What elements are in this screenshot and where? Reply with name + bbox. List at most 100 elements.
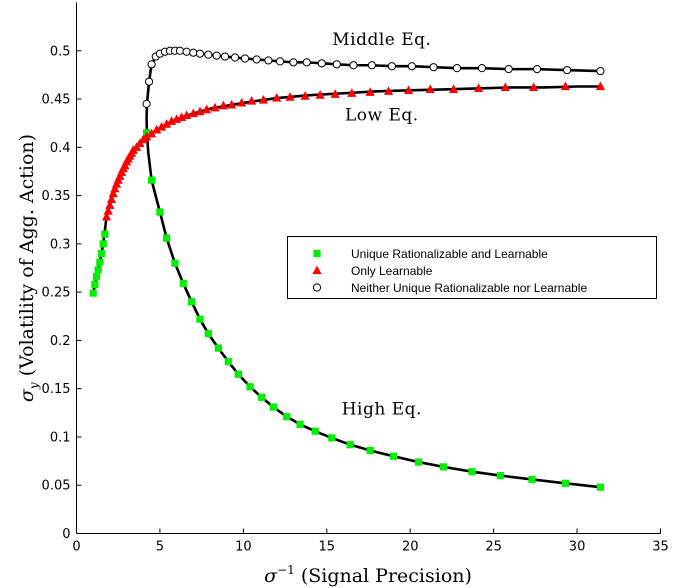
circle-marker bbox=[452, 64, 462, 73]
triangle-marker bbox=[330, 89, 340, 98]
triangle-marker bbox=[105, 200, 115, 209]
circle-marker bbox=[504, 65, 513, 74]
data-markers bbox=[89, 46, 606, 491]
triangle-marker bbox=[285, 92, 295, 101]
circle-marker bbox=[275, 57, 285, 66]
circle-marker bbox=[220, 52, 230, 61]
y-axis-title: σy (Volatility of Agg. Action) bbox=[16, 134, 41, 402]
triangle-marker bbox=[383, 86, 394, 95]
circle-marker bbox=[349, 61, 358, 70]
circle-marker bbox=[429, 63, 438, 72]
triangle-marker bbox=[365, 87, 375, 96]
square-marker bbox=[97, 249, 106, 258]
y-tick-label: 0.25 bbox=[42, 286, 71, 301]
square-marker bbox=[224, 358, 232, 366]
square-marker bbox=[214, 344, 222, 352]
triangle-marker bbox=[300, 91, 310, 100]
triangle-marker bbox=[110, 183, 120, 193]
square-marker bbox=[94, 266, 102, 274]
triangle-marker bbox=[227, 99, 237, 109]
circle-marker bbox=[142, 99, 151, 108]
triangle-marker bbox=[272, 93, 282, 102]
square-marker bbox=[188, 298, 196, 306]
circle-marker bbox=[195, 49, 205, 58]
annotation-label: Middle Eq. bbox=[332, 30, 431, 50]
square-marker bbox=[414, 458, 423, 466]
legend-label: Unique Rationalizable and Learnable bbox=[351, 247, 548, 261]
legend-items: Unique Rationalizable and Learnable Only … bbox=[312, 247, 587, 295]
triangle-marker bbox=[595, 81, 606, 91]
square-marker bbox=[528, 475, 536, 484]
square-marker bbox=[468, 468, 476, 476]
triangle-marker bbox=[106, 194, 117, 204]
circle-marker bbox=[332, 60, 341, 69]
y-tick-label: 0.3 bbox=[50, 237, 71, 252]
triangle-marker bbox=[146, 128, 157, 138]
legend: Unique Rationalizable and Learnable Only … bbox=[287, 236, 657, 299]
circle-marker bbox=[302, 58, 311, 67]
triangle-marker bbox=[108, 188, 118, 198]
x-tick-label: 35 bbox=[652, 540, 669, 555]
square-marker bbox=[89, 289, 97, 297]
x-tick-label: 10 bbox=[235, 540, 252, 555]
triangle-marker bbox=[474, 83, 484, 93]
circle-marker bbox=[317, 59, 326, 68]
square-marker bbox=[389, 452, 398, 460]
square-marker bbox=[246, 383, 254, 391]
square-marker bbox=[296, 420, 304, 429]
triangle-marker bbox=[247, 95, 257, 105]
triangle-marker bbox=[500, 82, 510, 92]
annotation-label: Low Eq. bbox=[345, 105, 419, 125]
square-marker bbox=[163, 234, 171, 242]
x-tick-label: 15 bbox=[319, 540, 336, 555]
square-marker bbox=[596, 483, 605, 491]
x-axis-title: σ−1 (Signal Precision) bbox=[264, 563, 472, 587]
square-marker bbox=[91, 280, 99, 289]
square-marker bbox=[269, 403, 277, 411]
square-marker bbox=[234, 370, 242, 378]
triangle-marker bbox=[315, 90, 325, 99]
triangle-marker bbox=[448, 84, 459, 93]
triangle-marker bbox=[529, 82, 539, 92]
circle-marker bbox=[477, 64, 487, 73]
circle-marker bbox=[240, 54, 250, 63]
triangle-marker bbox=[347, 88, 357, 97]
legend-label: Neither Unique Rationalizable nor Learna… bbox=[351, 281, 587, 295]
triangle-marker bbox=[425, 84, 435, 93]
square-marker bbox=[258, 393, 266, 401]
axis-ticks: 0 5 10 15 20 25 30 35 0 0.05 0.1 0.15 0.2 0.25 0.3 0.35… bbox=[42, 44, 669, 554]
x-tick-label: 5 bbox=[156, 540, 164, 555]
square-marker bbox=[561, 479, 569, 487]
annotation-label: High Eq. bbox=[342, 400, 422, 420]
circle-marker bbox=[182, 47, 191, 56]
circle-marker bbox=[230, 53, 240, 62]
circle-marker bbox=[252, 55, 261, 64]
circle-marker bbox=[204, 50, 213, 59]
legend-label: Only Learnable bbox=[351, 264, 433, 278]
curve-annotations: Middle Eq. Low Eq. High Eq. bbox=[332, 30, 431, 420]
y-tick-label: 0.5 bbox=[50, 44, 71, 59]
triangle-marker bbox=[101, 211, 112, 221]
circle-marker bbox=[212, 51, 221, 60]
circle-marker bbox=[532, 65, 542, 74]
square-marker bbox=[328, 434, 336, 442]
triangle-marker bbox=[560, 81, 570, 91]
square-marker bbox=[96, 258, 104, 266]
circle-marker bbox=[264, 56, 273, 65]
circle-marker bbox=[144, 77, 154, 86]
triangle-marker bbox=[237, 97, 247, 107]
x-tick-label: 25 bbox=[485, 540, 502, 555]
square-marker bbox=[346, 441, 354, 449]
y-tick-label: 0 bbox=[62, 527, 70, 542]
triangle-marker bbox=[403, 85, 414, 94]
triangle-marker bbox=[258, 95, 268, 104]
square-marker bbox=[179, 279, 187, 288]
square-marker bbox=[204, 330, 212, 338]
circle-marker bbox=[189, 48, 198, 57]
square-marker bbox=[496, 471, 504, 480]
circle-marker bbox=[562, 65, 572, 75]
triangle-marker bbox=[156, 122, 167, 131]
legend-triangle-marker bbox=[312, 265, 322, 275]
y-tick-label: 0.1 bbox=[50, 430, 71, 445]
triangle-marker bbox=[210, 102, 220, 112]
